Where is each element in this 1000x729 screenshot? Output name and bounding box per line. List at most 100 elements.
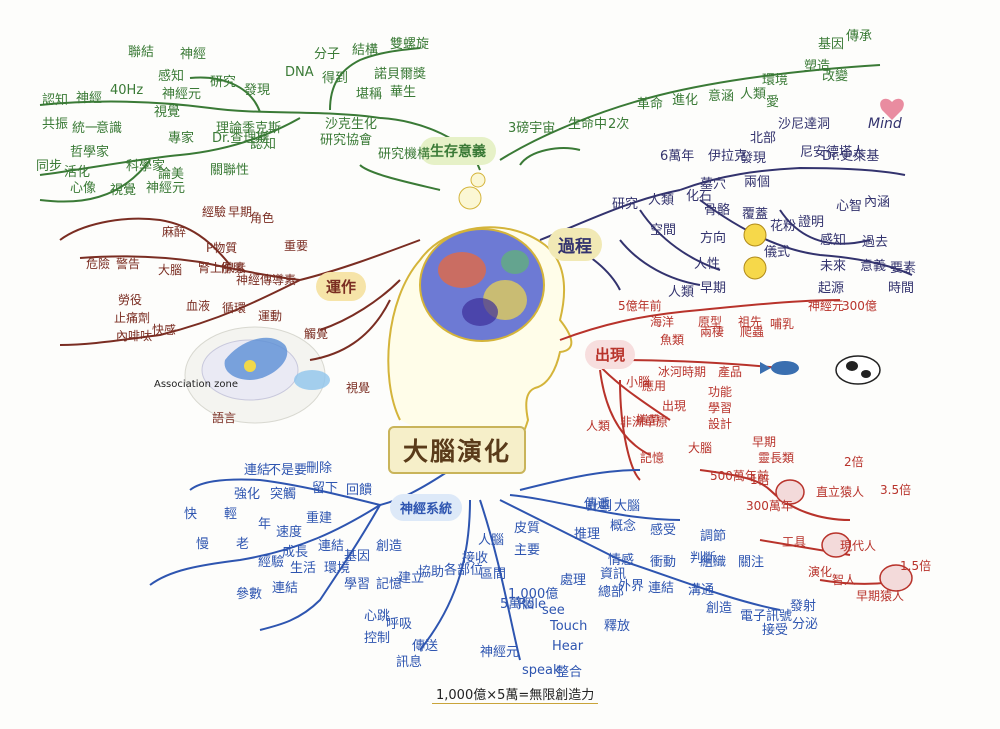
purple-branch-word: 內涵 [864, 195, 891, 210]
blue-branch-word: 發射 [790, 599, 817, 614]
green-branch-word: 論美 [158, 167, 185, 182]
blue-branch-word: 資訊 [600, 567, 627, 582]
blue-branch-word: 連結 [648, 581, 675, 596]
blue-branch-word: 連結 [244, 463, 271, 478]
brown-branch-word: 勞役 [118, 293, 143, 307]
green-branch-word: 環境 [762, 73, 789, 88]
purple-branch-word: Dr.史萊基 [822, 149, 880, 164]
blue-branch-word: 協助 [418, 565, 445, 580]
green-branch-word: 視覺 [110, 183, 137, 198]
red-branch-word: 爬蟲 [740, 325, 765, 339]
green-branch-word: 研究協會 [320, 133, 373, 148]
purple-branch-word: 人類 [668, 285, 695, 300]
blue-branch-word: 快 [184, 507, 198, 522]
red-branch-word: 學習 [708, 401, 733, 415]
blue-branch-word: 神經元 [480, 645, 520, 660]
green-branch-word: 愛 [766, 95, 780, 110]
blue-branch-word: 參數 [236, 587, 263, 602]
hub-appearance: 出現 [585, 340, 636, 369]
red-branch-word: 300萬年 [746, 499, 793, 513]
brown-branch-word: 運動 [258, 309, 283, 323]
hub-survival-meaning: 生存意義 [420, 137, 496, 165]
red-branch-word: 現代人 [840, 539, 877, 553]
blue-branch-word: 經驗 [258, 555, 285, 570]
brown-branch-word: 危險 [86, 257, 111, 271]
blue-branch-word: 突觸 [270, 487, 297, 502]
red-branch-word: 記憶 [640, 451, 665, 465]
blue-branch-word: 生活 [290, 561, 317, 576]
blue-branch-word: 年 [258, 517, 272, 532]
red-branch-word: 非洲草原 [620, 415, 669, 429]
red-branch-word: 功能 [708, 385, 733, 399]
purple-branch-word: 意義 [860, 259, 887, 274]
green-branch-word: 神經元 [162, 87, 202, 102]
brown-branch-word: Association zone [154, 379, 238, 390]
blue-branch-word: 訊息 [396, 655, 423, 670]
purple-branch-word: 時間 [888, 281, 915, 296]
blue-branch-word: 感受 [650, 523, 677, 538]
green-branch-word: 關聯性 [210, 163, 250, 178]
green-branch-word: 華生 [390, 85, 417, 100]
blue-branch-word: 呼吸 [386, 617, 413, 632]
brown-branch-word: 語言 [212, 411, 237, 425]
red-branch-word: 神經元 [808, 299, 845, 313]
red-branch-word: 大腦 [688, 441, 713, 455]
blue-branch-word: 重建 [306, 511, 333, 526]
blue-branch-word: 接收 [462, 551, 489, 566]
green-branch-word: 塑造 [804, 59, 831, 74]
purple-branch-word: 伊拉克 [708, 149, 748, 164]
blue-branch-word: Role [518, 597, 547, 612]
brown-branch-word: 早期 [228, 205, 253, 219]
green-branch-word: 人類 [740, 87, 767, 102]
hub-operation: 運作 [316, 272, 367, 301]
blue-branch-word: 調節 [700, 529, 727, 544]
blue-branch-word: 皮質 [514, 521, 541, 536]
green-branch-word: 共振 [42, 117, 69, 132]
green-branch-word: 基因 [818, 37, 845, 52]
green-branch-word: 統一 [72, 121, 99, 136]
purple-branch-word: 空間 [650, 223, 677, 238]
blue-branch-word: 計劃 [586, 499, 613, 514]
blue-branch-word: 衝動 [650, 555, 677, 570]
blue-branch-word: 記憶 [376, 577, 403, 592]
blue-branch-word: 大腦 [614, 499, 641, 514]
purple-branch-word: 沙尼達洞 [778, 117, 831, 132]
brown-branch-word: 視覺 [346, 381, 371, 395]
brown-branch-word: 角色 [250, 211, 275, 225]
green-branch-word: 活化 [64, 165, 91, 180]
purple-branch-word: 儀式 [764, 245, 791, 260]
central-title: 大腦演化 [388, 426, 526, 474]
purple-branch-word: 人性 [694, 257, 721, 272]
green-branch-word: 研究機構 [378, 147, 431, 162]
green-branch-word: 神經元 [146, 181, 186, 196]
blue-branch-word: 環境 [324, 561, 351, 576]
brown-branch-word: 作用 [220, 261, 245, 275]
red-branch-word: 原型 [698, 315, 723, 329]
blue-branch-word: 建立 [398, 571, 425, 586]
green-branch-word: 得到 [322, 71, 349, 86]
blue-branch-word: Hear [552, 639, 584, 654]
green-branch-word: 認知 [250, 137, 277, 152]
brown-branch-word: 神經傳導素 [236, 273, 297, 287]
equation-label: 1,000億×5萬=無限創造力 [432, 684, 599, 704]
red-branch-word: 早期猿人 [856, 589, 905, 603]
green-branch-word: 心像 [70, 181, 97, 196]
red-branch-word: 1倍 [750, 473, 770, 487]
purple-branch-word: 北部 [750, 131, 777, 146]
blue-branch-word: 創造 [376, 539, 403, 554]
blue-branch-word: 區間 [480, 567, 507, 582]
purple-branch-word: 6萬年 [660, 149, 695, 164]
blue-branch-word: 接受 [762, 623, 789, 638]
blue-branch-word: 傳遞 [584, 497, 611, 512]
brown-branch-word: 快感 [152, 323, 177, 337]
blue-branch-word: 5萬個 [500, 597, 535, 612]
brown-branch-word: 大腦 [158, 263, 183, 277]
purple-branch-word: 過去 [862, 235, 889, 250]
blue-branch-word: 溝通 [688, 583, 715, 598]
brown-branch-word: 循環 [222, 301, 247, 315]
blue-branch-word: 電子訊號 [740, 609, 793, 624]
brown-branch-word: 麻醉 [162, 225, 187, 239]
blue-branch-word: 成長 [282, 545, 309, 560]
purple-branch-word: 起源 [818, 281, 845, 296]
